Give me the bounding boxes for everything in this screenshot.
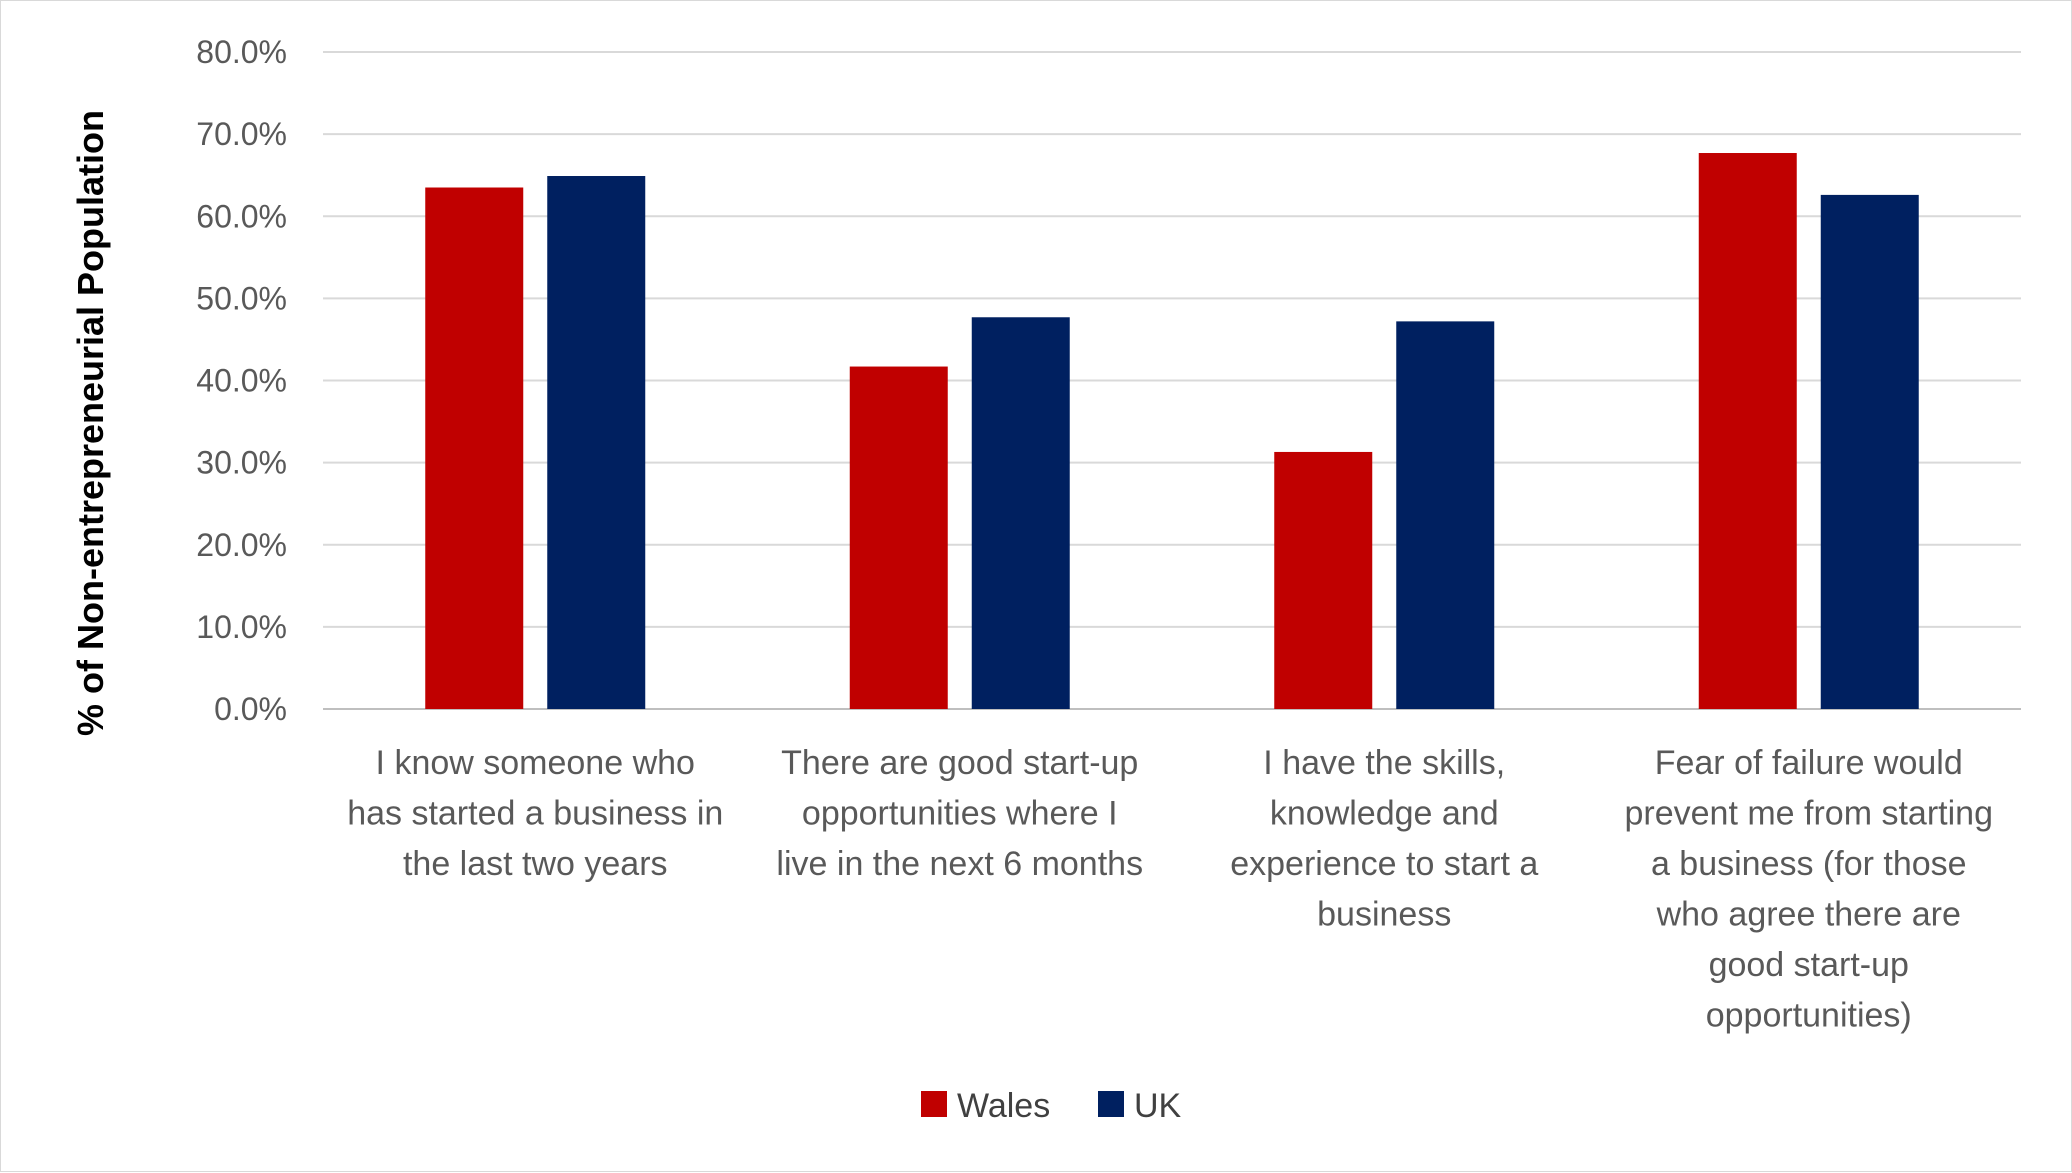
legend-label-uk: UK (1134, 1087, 1182, 1125)
y-tick-label: 80.0% (196, 34, 287, 70)
bar-uk-1 (547, 176, 646, 710)
legend: Wales UK (921, 1087, 1182, 1125)
x-category-label-line: Fear of failure would (1655, 744, 1963, 782)
x-category-label: I know someone who has started a business… (347, 744, 723, 883)
bar-wales-1 (425, 187, 524, 710)
x-category-label-line: opportunities) (1706, 997, 1912, 1035)
y-tick-label: 60.0% (196, 198, 287, 234)
legend-swatch-wales (921, 1091, 947, 1117)
x-category-label-line: good start-up (1709, 946, 1909, 984)
x-category-label-line: There are good start-up (781, 744, 1138, 782)
x-axis-categories: I know someone who has started a business… (347, 744, 1993, 1035)
y-tick-label: 10.0% (196, 609, 287, 645)
x-category-label-line: has started a business in (347, 795, 723, 833)
bar-uk-2 (971, 317, 1070, 709)
x-category-label-line: the last two years (403, 845, 668, 883)
y-tick-label: 20.0% (196, 527, 287, 563)
x-category-label-line: experience to start a (1230, 845, 1538, 883)
x-category-label-line: live in the next 6 months (776, 845, 1143, 883)
x-category-label-line: business (1317, 896, 1451, 934)
legend-label-wales: Wales (957, 1087, 1050, 1125)
bar-wales-3 (1274, 451, 1373, 709)
y-tick-label: 0.0% (214, 691, 287, 727)
x-category-label-line: knowledge and (1270, 795, 1499, 833)
bar-wales-4 (1698, 153, 1797, 710)
y-tick-label: 70.0% (196, 116, 287, 152)
y-axis-ticks: 0.0% 10.0% 20.0% 30.0% 40.0% 50.0% 60.0% 70.0% 8… (196, 34, 287, 727)
bars (425, 153, 1919, 710)
x-category-label-line: I have the skills, (1263, 744, 1505, 782)
x-category-label: Fear of failure would prevent me from sta… (1625, 744, 1993, 1035)
x-category-label-line: prevent me from starting (1625, 795, 1993, 833)
bar-wales-2 (849, 366, 948, 709)
y-tick-label: 50.0% (196, 280, 287, 316)
legend-swatch-uk (1098, 1091, 1124, 1117)
bar-uk-4 (1820, 194, 1919, 709)
y-axis-label: % of Non-entrepreneurial Population (70, 110, 111, 736)
x-category-label-line: opportunities where I (802, 795, 1118, 833)
x-category-label-line: who agree there are (1656, 896, 1961, 934)
x-category-label-line: a business (for those (1651, 845, 1967, 883)
x-category-label: There are good start-up opportunities whe… (776, 744, 1143, 883)
x-category-label: I have the skills, knowledge and experienc… (1230, 744, 1538, 934)
bar-uk-3 (1396, 321, 1495, 709)
y-tick-label: 30.0% (196, 445, 287, 481)
y-tick-label: 40.0% (196, 363, 287, 399)
x-category-label-line: I know someone who (376, 744, 695, 782)
